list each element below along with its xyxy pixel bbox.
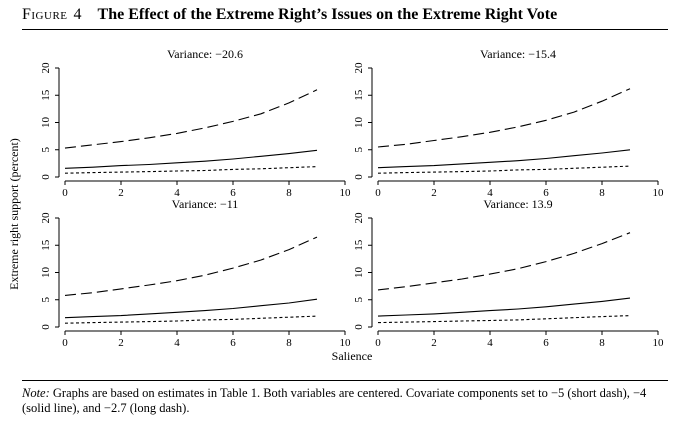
y-axis-label: Extreme right support (percent): [7, 138, 21, 290]
y-tick-label: 0: [40, 174, 52, 180]
x-tick-label: 2: [118, 337, 124, 349]
x-tick-label: 4: [174, 187, 180, 199]
x-tick-label: 0: [62, 337, 68, 349]
panel-title: Variance: 13.9: [483, 197, 552, 211]
x-tick-label: 0: [375, 337, 381, 349]
series-line-long-dash: [64, 89, 318, 149]
figure-note: Note: Graphs are based on estimates in T…: [22, 386, 672, 416]
chart-panel-3: Variance: −11 0 2 4 6 8 10 0 5 10 15 20: [40, 197, 351, 349]
series-line-long-dash: [64, 236, 318, 296]
x-tick-label: 8: [286, 187, 292, 199]
x-tick-label: 0: [62, 187, 68, 199]
x-tick-label: 6: [230, 337, 236, 349]
y-tick-label: 15: [40, 89, 52, 101]
x-tick-label: 2: [431, 337, 437, 349]
note-text: Graphs are based on estimates in Table 1…: [22, 386, 647, 415]
panel-title: Variance: −11: [172, 197, 239, 211]
y-tick-label: 15: [353, 239, 365, 251]
x-tick-label: 6: [230, 187, 236, 199]
series-line-solid: [377, 297, 631, 317]
x-tick-label: 8: [599, 187, 605, 199]
x-tick-label: 4: [487, 187, 493, 199]
y-tick-label: 10: [353, 117, 365, 129]
figure-heading: The Effect of the Extreme Right’s Issues…: [97, 6, 558, 23]
series-line-short-dash: [64, 315, 318, 324]
y-tick-label: 10: [40, 267, 52, 279]
x-tick-label: 8: [599, 337, 605, 349]
y-tick-label: 20: [353, 62, 365, 74]
y-tick-label: 20: [353, 212, 365, 224]
y-tick-label: 0: [353, 324, 365, 330]
title-rule: [22, 29, 668, 30]
panel-title: Variance: −15.4: [480, 47, 556, 61]
figure-number: 4: [73, 6, 82, 23]
y-tick-label: 5: [353, 147, 365, 153]
panel-title: Variance: −20.6: [167, 47, 243, 61]
y-tick-label: 10: [40, 117, 52, 129]
x-tick-label: 0: [375, 187, 381, 199]
x-tick-label: 2: [431, 187, 437, 199]
series-line-solid: [64, 149, 318, 169]
chart-panel-2: Variance: −15.4 0 2 4 6 8 10 0 5 10 15 20: [353, 47, 664, 199]
series-line-solid: [64, 298, 318, 319]
series-line-short-dash: [377, 165, 631, 174]
y-tick-label: 5: [353, 297, 365, 303]
chart-panel-1: Variance: −20.6 0 2 4 6 8 10 0 5 10 15 20: [40, 47, 351, 199]
figure-title: Figure 4 The Effect of the Extreme Right’s…: [22, 6, 557, 24]
x-tick-label: 6: [543, 187, 549, 199]
y-tick-label: 0: [353, 174, 365, 180]
x-tick-label: 2: [118, 187, 124, 199]
series-line-solid: [377, 149, 631, 169]
chart: Variance: −20.60 2 4 6 8 1005101520Variance: …: [7, 47, 664, 363]
series-line-short-dash: [64, 166, 318, 174]
x-tick-label: 8: [286, 337, 292, 349]
x-tick-label: 6: [543, 337, 549, 349]
figure-label: Figure: [22, 6, 68, 23]
y-tick-label: 5: [40, 297, 52, 303]
x-tick-label: 10: [340, 337, 352, 349]
x-tick-label: 10: [653, 187, 665, 199]
series-line-long-dash: [377, 232, 631, 291]
x-axis-label: Salience: [332, 349, 373, 363]
y-tick-label: 20: [40, 62, 52, 74]
series-line-short-dash: [377, 315, 631, 324]
y-tick-label: 15: [40, 239, 52, 251]
y-tick-label: 20: [40, 212, 52, 224]
y-tick-label: 5: [40, 147, 52, 153]
series-line-long-dash: [377, 88, 631, 148]
y-tick-label: 10: [353, 267, 365, 279]
y-tick-label: 15: [353, 89, 365, 101]
x-tick-label: 4: [174, 337, 180, 349]
note-rule: [22, 380, 668, 381]
x-tick-label: 4: [487, 337, 493, 349]
note-label: Note:: [22, 386, 50, 400]
x-tick-label: 10: [340, 187, 352, 199]
chart-panel-4: Variance: 13.9 0 2 4 6 8 10 0 5 10 15 20: [353, 197, 664, 349]
y-tick-label: 0: [40, 324, 52, 330]
x-tick-label: 10: [653, 337, 665, 349]
